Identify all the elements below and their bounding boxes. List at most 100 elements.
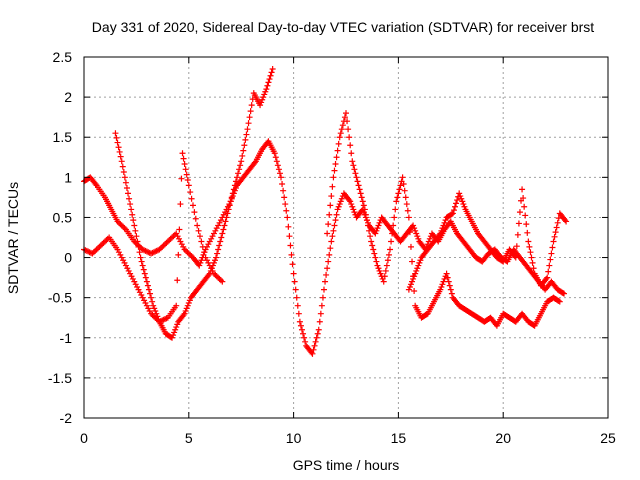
data-point	[324, 230, 331, 237]
data-point	[302, 338, 309, 345]
data-point	[97, 242, 104, 249]
data-point	[344, 118, 351, 125]
data-point	[515, 220, 522, 227]
data-point	[140, 266, 147, 273]
data-point	[130, 217, 137, 224]
data-point	[121, 259, 128, 266]
data-point	[142, 274, 149, 281]
data-point	[275, 166, 282, 173]
data-point	[149, 249, 156, 256]
data-point	[552, 229, 559, 236]
data-point	[372, 254, 379, 261]
data-point	[196, 233, 203, 240]
data-point	[244, 126, 251, 133]
data-point	[156, 246, 163, 253]
data-point	[245, 120, 252, 127]
data-point	[135, 286, 142, 293]
data-point	[234, 174, 241, 181]
data-point	[553, 224, 560, 231]
data-point	[461, 203, 468, 210]
y-tick-label: -1.5	[48, 370, 72, 386]
data-point	[324, 265, 331, 272]
data-point	[401, 187, 408, 194]
data-point	[185, 300, 192, 307]
data-point	[250, 160, 257, 167]
data-point	[373, 227, 380, 234]
data-point	[412, 227, 419, 234]
data-point	[144, 282, 151, 289]
data-point	[120, 168, 127, 175]
data-point	[412, 270, 419, 277]
data-point	[345, 195, 352, 202]
data-point	[131, 278, 138, 285]
data-point	[202, 246, 209, 253]
data-point	[191, 209, 198, 216]
data-point	[460, 201, 467, 208]
data-point	[284, 214, 291, 221]
data-point	[295, 310, 302, 317]
data-point	[559, 289, 566, 296]
data-point	[166, 237, 173, 244]
data-point	[121, 225, 128, 232]
data-point	[184, 249, 191, 256]
data-point	[390, 222, 397, 229]
data-point	[555, 215, 562, 222]
data-point	[213, 254, 220, 261]
data-point	[265, 79, 272, 86]
data-point	[332, 160, 339, 167]
data-point	[205, 259, 212, 266]
data-point	[156, 318, 163, 325]
data-point	[148, 310, 155, 317]
data-point	[153, 316, 160, 323]
data-point	[222, 218, 229, 225]
data-point	[115, 144, 122, 151]
data-point	[217, 277, 224, 284]
data-point	[458, 195, 465, 202]
data-point	[436, 288, 443, 295]
data-point	[310, 346, 317, 353]
data-point	[192, 289, 199, 296]
data-point	[409, 278, 416, 285]
x-tick-label: 25	[600, 430, 616, 446]
data-point	[100, 192, 107, 199]
data-point	[181, 160, 188, 167]
x-tick-label: 20	[495, 430, 511, 446]
data-point	[369, 242, 376, 249]
data-point	[219, 230, 226, 237]
data-point	[456, 190, 463, 197]
data-point	[225, 206, 232, 213]
data-point	[331, 222, 338, 229]
data-point	[417, 257, 424, 264]
data-point	[82, 247, 89, 254]
data-point	[413, 230, 420, 237]
data-point	[326, 251, 333, 258]
data-point	[391, 214, 398, 221]
data-point	[235, 170, 242, 177]
data-point	[217, 238, 224, 245]
data-point	[311, 342, 318, 349]
data-point	[360, 202, 367, 209]
data-point	[220, 226, 227, 233]
data-point	[210, 259, 217, 266]
data-point	[349, 203, 356, 210]
data-point	[214, 250, 221, 257]
data-point	[163, 315, 170, 322]
x-axis-label: GPS time / hours	[293, 457, 400, 473]
data-point	[510, 251, 517, 258]
series-track-d	[324, 110, 563, 329]
data-point	[107, 204, 114, 211]
data-point	[263, 86, 270, 93]
data-point	[330, 174, 337, 181]
data-point	[374, 262, 381, 269]
data-point	[123, 185, 130, 192]
data-point	[443, 270, 450, 277]
data-point	[173, 230, 180, 237]
data-point	[466, 309, 473, 316]
data-point	[361, 206, 368, 213]
data-point	[83, 247, 90, 254]
data-point	[549, 244, 556, 251]
data-point	[288, 251, 295, 258]
data-point	[132, 281, 139, 288]
data-point	[389, 230, 396, 237]
